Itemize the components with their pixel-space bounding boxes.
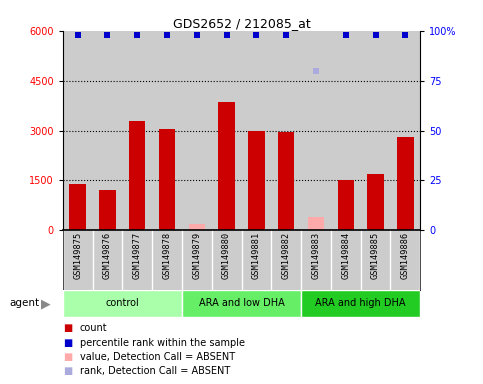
Point xyxy=(372,31,380,38)
Point xyxy=(133,31,141,38)
Bar xyxy=(308,217,324,230)
Point xyxy=(282,31,290,38)
Text: percentile rank within the sample: percentile rank within the sample xyxy=(80,338,245,348)
Text: GSM149885: GSM149885 xyxy=(371,232,380,280)
Text: ARA and low DHA: ARA and low DHA xyxy=(199,298,284,308)
Text: GSM149877: GSM149877 xyxy=(133,232,142,280)
Text: value, Detection Call = ABSENT: value, Detection Call = ABSENT xyxy=(80,352,235,362)
Text: count: count xyxy=(80,323,107,333)
Text: ■: ■ xyxy=(63,366,72,376)
Bar xyxy=(301,290,420,317)
Text: control: control xyxy=(105,298,139,308)
Point xyxy=(312,68,320,74)
Bar xyxy=(218,102,235,230)
Point xyxy=(253,31,260,38)
Bar xyxy=(182,290,301,317)
Text: ■: ■ xyxy=(63,352,72,362)
Text: GSM149879: GSM149879 xyxy=(192,232,201,280)
Bar xyxy=(159,129,175,230)
Text: GSM149886: GSM149886 xyxy=(401,232,410,280)
Text: GSM149883: GSM149883 xyxy=(312,232,320,280)
Text: ■: ■ xyxy=(63,323,72,333)
Text: GSM149876: GSM149876 xyxy=(103,232,112,280)
Bar xyxy=(99,190,115,230)
Text: agent: agent xyxy=(10,298,40,308)
Point xyxy=(104,31,112,38)
Text: GSM149882: GSM149882 xyxy=(282,232,291,280)
Point xyxy=(193,31,201,38)
Text: GSM149880: GSM149880 xyxy=(222,232,231,280)
Text: GSM149884: GSM149884 xyxy=(341,232,350,280)
Point xyxy=(163,31,171,38)
Bar xyxy=(248,131,265,230)
Bar xyxy=(70,184,86,230)
Point xyxy=(74,31,82,38)
Bar xyxy=(63,290,182,317)
Bar xyxy=(338,180,354,230)
Point xyxy=(401,31,409,38)
Text: ▶: ▶ xyxy=(41,298,51,311)
Point xyxy=(223,31,230,38)
Point xyxy=(342,31,350,38)
Bar xyxy=(129,121,145,230)
Text: GSM149878: GSM149878 xyxy=(163,232,171,280)
Bar xyxy=(189,224,205,230)
Text: rank, Detection Call = ABSENT: rank, Detection Call = ABSENT xyxy=(80,366,230,376)
Bar xyxy=(397,137,413,230)
Text: ■: ■ xyxy=(63,338,72,348)
Text: ARA and high DHA: ARA and high DHA xyxy=(315,298,406,308)
Bar xyxy=(368,174,384,230)
Title: GDS2652 / 212085_at: GDS2652 / 212085_at xyxy=(172,17,311,30)
Text: GSM149881: GSM149881 xyxy=(252,232,261,280)
Bar xyxy=(278,132,294,230)
Text: GSM149875: GSM149875 xyxy=(73,232,82,280)
